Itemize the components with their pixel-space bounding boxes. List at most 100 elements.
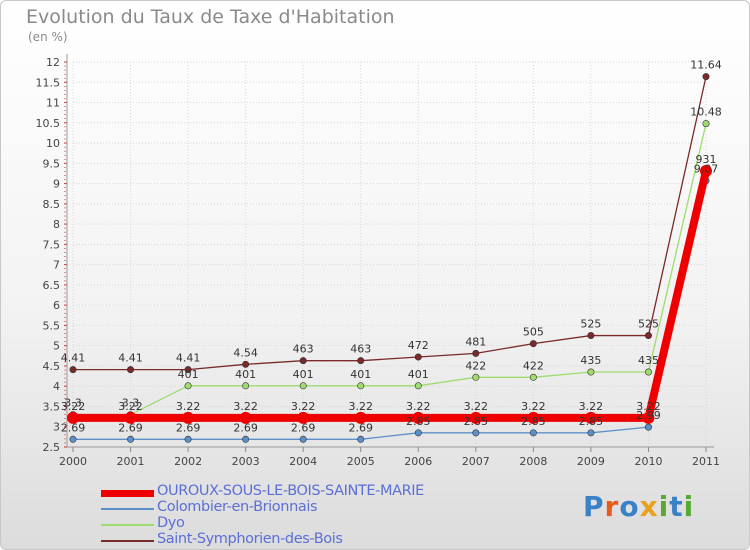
data-label: 435 <box>638 354 659 367</box>
data-point <box>357 357 365 365</box>
x-tick-label: 2011 <box>692 455 720 468</box>
x-tick-label: 2006 <box>404 455 432 468</box>
data-label: 4.41 <box>61 352 86 365</box>
x-tick-label: 2009 <box>577 455 605 468</box>
y-tick-label: 3 <box>53 421 60 434</box>
logo-letter: i <box>683 490 695 523</box>
data-label: 10.48 <box>690 106 722 119</box>
data-point <box>127 366 135 374</box>
data-label: 4.41 <box>118 352 143 365</box>
data-point <box>644 368 652 376</box>
data-point <box>702 120 710 128</box>
data-label: 401 <box>293 368 314 381</box>
y-tick-label: 6.5 <box>43 279 61 292</box>
y-tick-label: 2.5 <box>43 441 61 454</box>
series-line <box>73 123 707 416</box>
logo-letter: x <box>639 490 659 523</box>
data-point <box>239 411 252 424</box>
y-tick-label: 3.5 <box>43 400 61 413</box>
data-point <box>69 435 77 443</box>
x-tick-label: 2004 <box>289 455 317 468</box>
data-label: 463 <box>293 343 314 356</box>
y-tick-label: 6 <box>53 299 60 312</box>
data-label: 3.3 <box>122 397 140 410</box>
data-point <box>357 382 365 390</box>
data-label: 2.69 <box>348 421 373 434</box>
chart-title: Evolution du Taux de Taxe d'Habitation <box>26 6 395 28</box>
legend-label: Saint-Symphorien-des-Bois <box>157 531 343 547</box>
data-point <box>472 349 480 357</box>
data-label: 463 <box>350 343 371 356</box>
data-label: 2.99 <box>636 409 661 422</box>
data-label: 472 <box>408 339 429 352</box>
y-tick-label: 9.5 <box>43 157 61 170</box>
data-label: 525 <box>580 318 601 331</box>
data-label: 4.54 <box>233 346 258 359</box>
data-point <box>354 411 367 424</box>
data-point <box>297 411 310 424</box>
y-tick-label: 7.5 <box>43 238 61 251</box>
data-label: 422 <box>523 359 544 372</box>
data-label: 401 <box>235 368 256 381</box>
data-point <box>299 435 307 443</box>
logo-letter: P <box>583 490 605 523</box>
data-point <box>529 429 537 437</box>
series-line <box>73 170 710 422</box>
data-point <box>414 429 422 437</box>
data-label: 3.22 <box>464 400 489 413</box>
legend-swatch <box>101 489 154 497</box>
data-point <box>184 366 192 374</box>
data-label: 435 <box>580 354 601 367</box>
data-label: 401 <box>350 368 371 381</box>
data-point <box>700 165 712 178</box>
y-tick-label: 9 <box>53 178 60 191</box>
data-label: 401 <box>408 368 429 381</box>
data-label: 3.22 <box>233 400 258 413</box>
legend-label: Colombier-en-Brionnais <box>157 499 318 515</box>
y-tick-label: 4.5 <box>43 360 61 373</box>
logo-letter: r <box>604 490 620 523</box>
data-point <box>702 73 710 81</box>
data-label: 9.07 <box>694 163 719 176</box>
data-point <box>299 357 307 365</box>
data-label: 3.22 <box>579 400 604 413</box>
data-label: 422 <box>465 359 486 372</box>
data-point <box>67 411 79 424</box>
data-point <box>472 373 480 381</box>
data-point <box>414 382 422 390</box>
data-label: 525 <box>638 318 659 331</box>
x-tick-label: 2000 <box>59 455 87 468</box>
logo-letter: o <box>619 490 640 523</box>
data-label: 2.85 <box>579 415 604 428</box>
data-point <box>357 435 365 443</box>
x-tick-label: 2010 <box>634 455 662 468</box>
y-tick-label: 10 <box>46 137 60 150</box>
data-label: 3.22 <box>636 400 661 413</box>
x-tick-label: 2005 <box>347 455 375 468</box>
data-point <box>414 353 422 361</box>
data-label: 2.69 <box>176 421 201 434</box>
data-label: 481 <box>465 335 486 348</box>
data-label: 401 <box>178 368 199 381</box>
data-label: 505 <box>523 326 544 339</box>
x-tick-label: 2008 <box>519 455 547 468</box>
x-tick-label: 2001 <box>117 455 145 468</box>
series-line <box>73 180 707 440</box>
data-label: 3.22 <box>406 400 431 413</box>
data-point <box>472 429 480 437</box>
legend-label: OUROUX-SOUS-LE-BOIS-SAINTE-MARIE <box>157 483 424 499</box>
y-tick-label: 12 <box>46 56 60 69</box>
y-tick-label: 5.5 <box>43 319 61 332</box>
data-label: 3.22 <box>61 400 86 413</box>
series-group <box>67 73 712 443</box>
data-label: 4.41 <box>176 352 201 365</box>
legend-swatch <box>101 508 154 510</box>
data-point <box>587 368 595 376</box>
logo-letter: t <box>669 490 684 523</box>
data-point <box>469 411 482 424</box>
data-point <box>644 423 652 431</box>
x-tick-label: 2002 <box>174 455 202 468</box>
data-label: 3.3 <box>64 397 82 410</box>
axes: 2.5 3 3.5 4 4.5 5 5.5 6 6.5 7 7.5 8 8.5 9 9.5 10 10.5 11 1… <box>36 54 720 468</box>
x-tick-label: 2007 <box>462 455 490 468</box>
